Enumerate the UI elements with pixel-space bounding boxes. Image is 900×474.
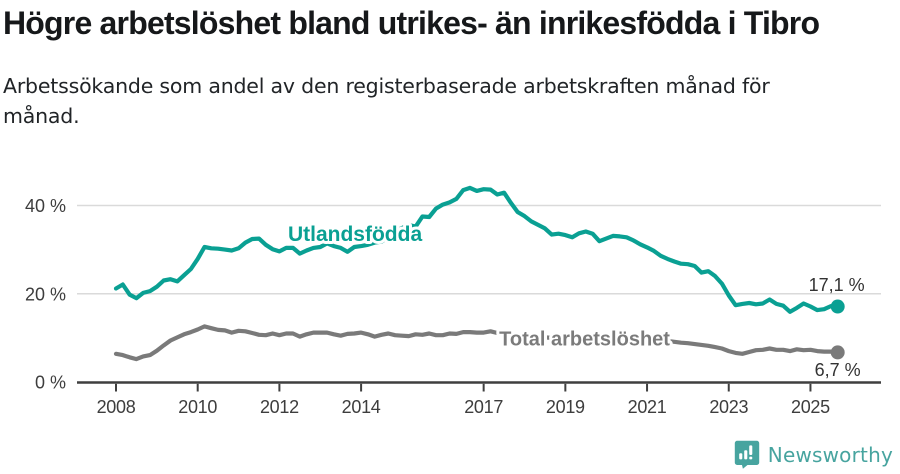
y-tick-label: 20 % [25,284,66,304]
series-label-total: Total arbetslöshet [499,328,670,350]
page-title: Högre arbetslöshet bland utrikes- än inr… [3,5,820,41]
end-dot-utlandsfodda [830,299,845,314]
x-tick-label: 2025 [791,397,830,417]
newsworthy-pin-barchart-icon [734,440,759,469]
x-tick-label: 2023 [709,397,748,417]
x-tick-label: 2019 [546,397,585,417]
y-tick-label: 0 % [35,373,66,393]
series-line-utlandsfodda [113,185,840,314]
chart-subtitle: Arbetssökande som andel av den registerb… [3,74,770,128]
newsworthy-logo: Newsworthy [734,440,893,469]
end-value-label-total: 6,7 % [815,360,861,380]
end-dot-total [830,345,845,360]
y-tick-label: 40 % [25,196,66,216]
series-label-utlandsfodda: Utlandsfödda [288,223,422,246]
x-tick-label: 2014 [342,397,381,417]
x-tick-label: 2017 [464,397,503,417]
brand-name: Newsworthy [767,442,893,467]
x-tick-label: 2008 [97,397,136,417]
x-tick-label: 2021 [628,397,667,417]
end-value-label-utlandsfodda: 17,1 % [809,275,865,295]
x-tick-label: 2012 [260,397,299,417]
series-line-total [113,324,840,362]
x-tick-label: 2010 [178,397,217,417]
